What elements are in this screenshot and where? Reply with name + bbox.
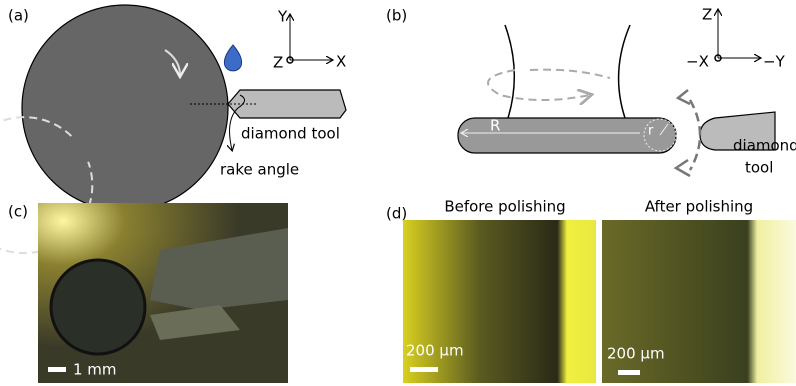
rotation-arrow [530, 70, 610, 78]
scale-bar [48, 367, 66, 372]
image-title: Before polishing [444, 198, 565, 216]
motion-head [678, 90, 690, 104]
scale-bar [410, 367, 438, 372]
scale-bar [618, 370, 640, 375]
panel-label: (c) [8, 203, 28, 221]
panel-label: (d) [386, 205, 407, 223]
profile-line [619, 25, 630, 118]
axis-label: −Y [763, 53, 786, 71]
tool-label: tool [745, 159, 773, 177]
radius-label: R [490, 117, 500, 135]
scale-label: 200 μm [406, 342, 464, 360]
scale-label: 200 μm [607, 345, 665, 363]
rotation-arrow [488, 70, 590, 100]
panel-d: (d) Before polishing After polishing 200… [386, 198, 796, 384]
panel-label: (a) [8, 7, 29, 25]
panel-label: (b) [386, 7, 407, 25]
image-title: After polishing [645, 198, 753, 216]
photo-disk [51, 260, 145, 354]
panel-b: (b) R r Z −X −Y diamond tool [386, 6, 796, 177]
figure: (a) Y Z X diamond tool rake angle (b) R … [0, 0, 796, 386]
coolant-drop [224, 45, 241, 71]
tool-label: diamond [733, 137, 796, 155]
axis-label: −X [686, 53, 709, 71]
axis-label: Z [702, 6, 712, 24]
scale-label: 1 mm [73, 361, 117, 379]
motion-arc [690, 100, 700, 170]
diamond-tool [228, 90, 346, 118]
motion-head [676, 160, 690, 176]
tool-label: diamond tool [241, 125, 340, 143]
angle-label: rake angle [220, 161, 299, 179]
axis-label: X [336, 53, 346, 71]
axis-label: Y [277, 8, 288, 26]
workpiece [22, 5, 228, 211]
radius-label: r [648, 124, 654, 139]
axis-label: Z [273, 54, 283, 72]
panel-c: (c) 1 mm [8, 203, 288, 384]
